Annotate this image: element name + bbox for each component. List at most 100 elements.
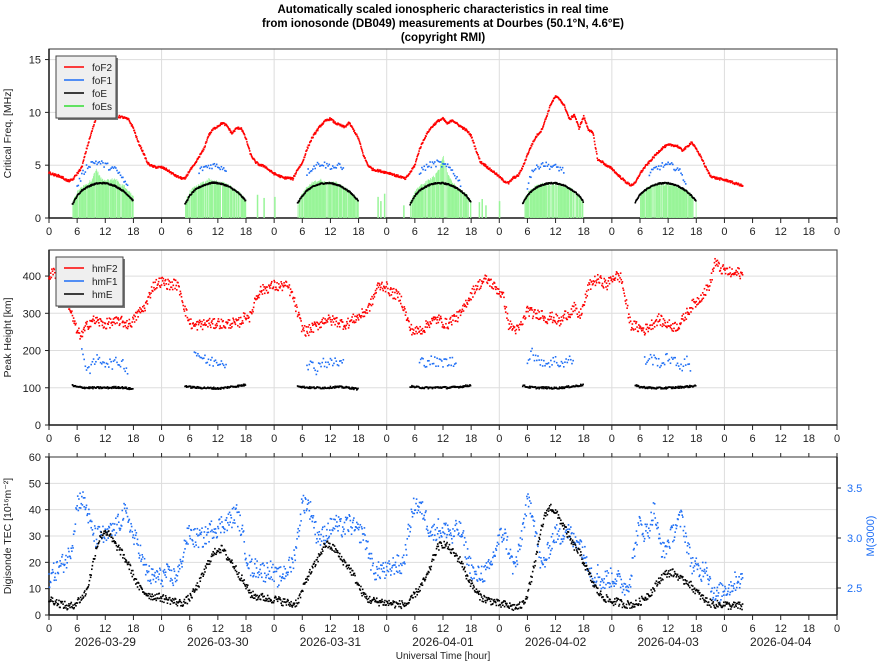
foE-point bbox=[413, 197, 415, 199]
date-label: 2026-03-30 bbox=[187, 635, 249, 649]
foE-point bbox=[121, 190, 123, 192]
foEs-bar bbox=[447, 172, 448, 218]
foF2-point bbox=[262, 165, 265, 168]
hmF1-point bbox=[333, 362, 335, 365]
hmF2-point bbox=[284, 284, 287, 287]
foF2-point bbox=[420, 143, 423, 146]
hmF2-point bbox=[460, 310, 463, 313]
foEs-bar bbox=[81, 188, 83, 218]
hmF2-point bbox=[363, 315, 366, 318]
hmF1-point bbox=[324, 361, 327, 364]
foEs-bar bbox=[658, 184, 660, 218]
hmF2-point bbox=[300, 320, 302, 322]
hmF2-point bbox=[424, 331, 426, 334]
hmF2-point bbox=[479, 278, 481, 281]
hmF1-point bbox=[423, 364, 426, 367]
foEs-bar bbox=[193, 186, 195, 218]
hmF1-point bbox=[329, 357, 332, 360]
hmF2-point bbox=[423, 329, 426, 332]
hmF2-point bbox=[522, 316, 525, 319]
hmF2-point bbox=[253, 301, 256, 304]
foEs-bar bbox=[566, 186, 568, 218]
foF1-point bbox=[534, 167, 537, 170]
foF1-point bbox=[200, 166, 203, 168]
foEs-bar bbox=[686, 192, 688, 218]
foF2-point bbox=[330, 117, 333, 120]
foEs-bar bbox=[88, 183, 90, 218]
hmE-point bbox=[459, 386, 461, 389]
foEs-bar bbox=[263, 197, 265, 218]
hmF2-point bbox=[333, 318, 336, 320]
foEs-bar bbox=[299, 198, 301, 218]
hmF2-point bbox=[455, 315, 458, 317]
foEs-bar bbox=[668, 185, 670, 218]
hmF1-point bbox=[425, 365, 428, 368]
foF2-point bbox=[718, 177, 721, 180]
foEs-bar bbox=[546, 185, 548, 218]
hmF2-point bbox=[241, 320, 244, 322]
hmF2-point bbox=[379, 288, 382, 291]
hmF2-point bbox=[489, 285, 491, 287]
foE-point bbox=[349, 191, 351, 193]
foF2-point bbox=[625, 181, 627, 184]
hmF1-point bbox=[444, 358, 447, 360]
foF1-point bbox=[208, 167, 211, 170]
foEs-bar bbox=[557, 184, 559, 218]
foEs-bar bbox=[556, 185, 558, 218]
foF2-point bbox=[489, 167, 491, 170]
hmF2-point bbox=[322, 317, 325, 319]
foF2-point bbox=[82, 159, 85, 161]
foF2-point bbox=[520, 169, 523, 172]
foF2-point bbox=[321, 124, 323, 126]
x-tick-label: 0 bbox=[384, 623, 390, 635]
foF2-point bbox=[670, 143, 672, 146]
foF1-point bbox=[438, 161, 441, 163]
foEs-bar bbox=[301, 194, 303, 218]
hmF2-point bbox=[427, 323, 430, 325]
foF1-point bbox=[673, 168, 675, 171]
foF2-point bbox=[472, 139, 474, 142]
foEs-bar bbox=[663, 185, 665, 218]
foF2-point bbox=[568, 116, 570, 119]
foE-point bbox=[219, 183, 222, 185]
hmF1-point bbox=[448, 364, 450, 366]
hmE-point bbox=[308, 387, 311, 390]
foF2-point bbox=[62, 177, 65, 180]
hmE-point bbox=[214, 387, 217, 389]
foEs-bar bbox=[681, 188, 682, 218]
foE-point bbox=[690, 194, 693, 197]
hmF2-point bbox=[390, 287, 392, 289]
hmF2-point bbox=[72, 320, 74, 322]
foEs-bar bbox=[559, 183, 561, 218]
hmF2-point bbox=[500, 291, 503, 293]
foF2-point bbox=[58, 176, 60, 178]
hmF2-point bbox=[182, 304, 185, 307]
foEs-bar bbox=[338, 185, 340, 218]
foF1-point bbox=[222, 167, 225, 169]
foF1-point bbox=[83, 173, 85, 175]
foE-point bbox=[225, 184, 227, 186]
foF1-point bbox=[543, 165, 545, 167]
hmE-point bbox=[222, 387, 225, 390]
foEs-bar bbox=[85, 184, 87, 218]
foF2-point bbox=[741, 185, 744, 187]
hmF2-point bbox=[149, 293, 151, 296]
foEs-bar bbox=[531, 189, 533, 218]
hmF2-point bbox=[270, 282, 273, 285]
foF2-point bbox=[596, 153, 598, 155]
foF2-point bbox=[672, 145, 675, 148]
foE-point bbox=[434, 183, 436, 185]
foE-point bbox=[89, 185, 92, 187]
hmF2-point bbox=[138, 310, 141, 313]
foF2-point bbox=[391, 174, 394, 176]
foE-point bbox=[328, 181, 331, 184]
foEs-bar bbox=[186, 196, 188, 218]
x-tick-label: 0 bbox=[271, 226, 277, 238]
foEs-bar bbox=[132, 195, 134, 218]
foEs-bar bbox=[563, 186, 564, 218]
foE-point bbox=[101, 182, 104, 185]
foF1-point bbox=[214, 165, 217, 168]
foF2-point bbox=[565, 110, 568, 112]
foEs-bar bbox=[299, 197, 301, 218]
foE-point bbox=[571, 189, 574, 192]
